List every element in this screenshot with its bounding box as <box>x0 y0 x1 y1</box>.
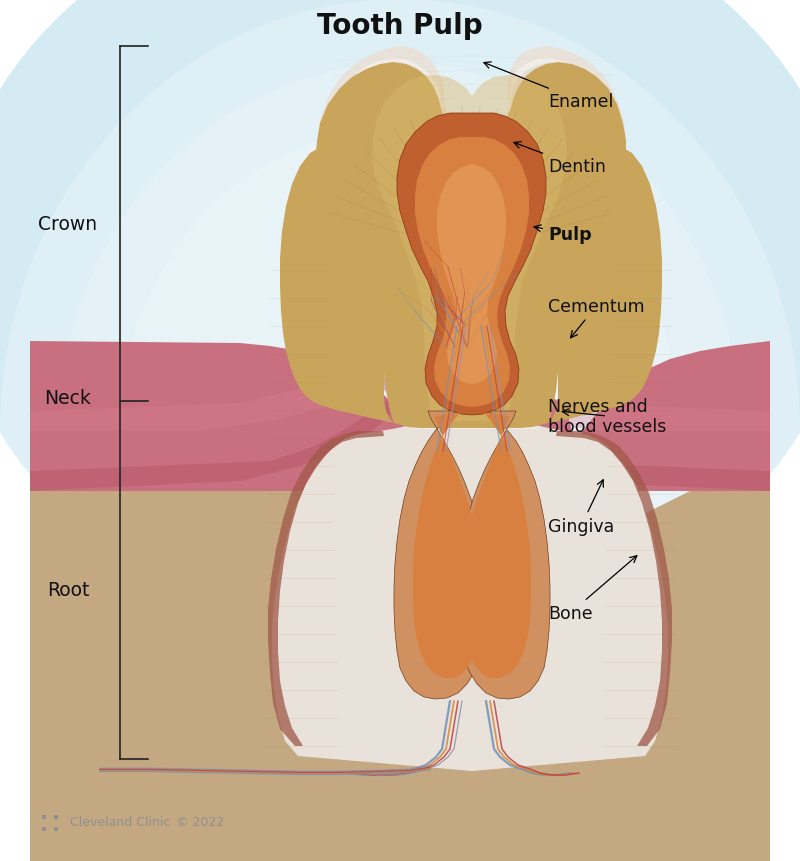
Polygon shape <box>394 412 486 699</box>
Ellipse shape <box>0 0 800 636</box>
Polygon shape <box>548 144 662 424</box>
Polygon shape <box>556 431 672 746</box>
Text: Root: Root <box>47 581 89 600</box>
Bar <box>42 815 46 819</box>
Bar <box>54 827 58 831</box>
Polygon shape <box>280 144 394 424</box>
Text: Neck: Neck <box>45 388 91 407</box>
Polygon shape <box>437 164 506 385</box>
Polygon shape <box>30 376 422 492</box>
Bar <box>42 827 46 831</box>
Polygon shape <box>415 138 529 407</box>
Text: Tooth Pulp: Tooth Pulp <box>317 12 483 40</box>
Text: Cleveland Clinic: Cleveland Clinic <box>70 815 170 828</box>
Text: Enamel: Enamel <box>484 63 614 111</box>
Polygon shape <box>380 356 770 431</box>
Text: Dentin: Dentin <box>514 143 606 176</box>
Ellipse shape <box>120 129 680 732</box>
Polygon shape <box>30 356 420 431</box>
Polygon shape <box>316 63 610 425</box>
Text: Cementum: Cementum <box>548 298 645 338</box>
Polygon shape <box>372 76 567 422</box>
Polygon shape <box>462 413 531 678</box>
Text: Bone: Bone <box>548 556 637 623</box>
Polygon shape <box>458 412 550 699</box>
Polygon shape <box>268 431 384 746</box>
Text: © 2022: © 2022 <box>176 815 224 828</box>
Polygon shape <box>378 376 770 492</box>
Text: Nerves and
blood vessels: Nerves and blood vessels <box>548 397 666 436</box>
Polygon shape <box>308 59 614 430</box>
Polygon shape <box>30 461 770 510</box>
Text: Gingiva: Gingiva <box>548 480 614 536</box>
Polygon shape <box>30 461 770 861</box>
Ellipse shape <box>60 65 740 796</box>
Polygon shape <box>272 47 668 771</box>
Polygon shape <box>413 413 482 678</box>
Bar <box>54 815 58 819</box>
Polygon shape <box>30 342 770 492</box>
Text: Crown: Crown <box>38 214 98 233</box>
Polygon shape <box>316 63 626 429</box>
Polygon shape <box>397 114 546 416</box>
Text: Pulp: Pulp <box>534 226 592 244</box>
